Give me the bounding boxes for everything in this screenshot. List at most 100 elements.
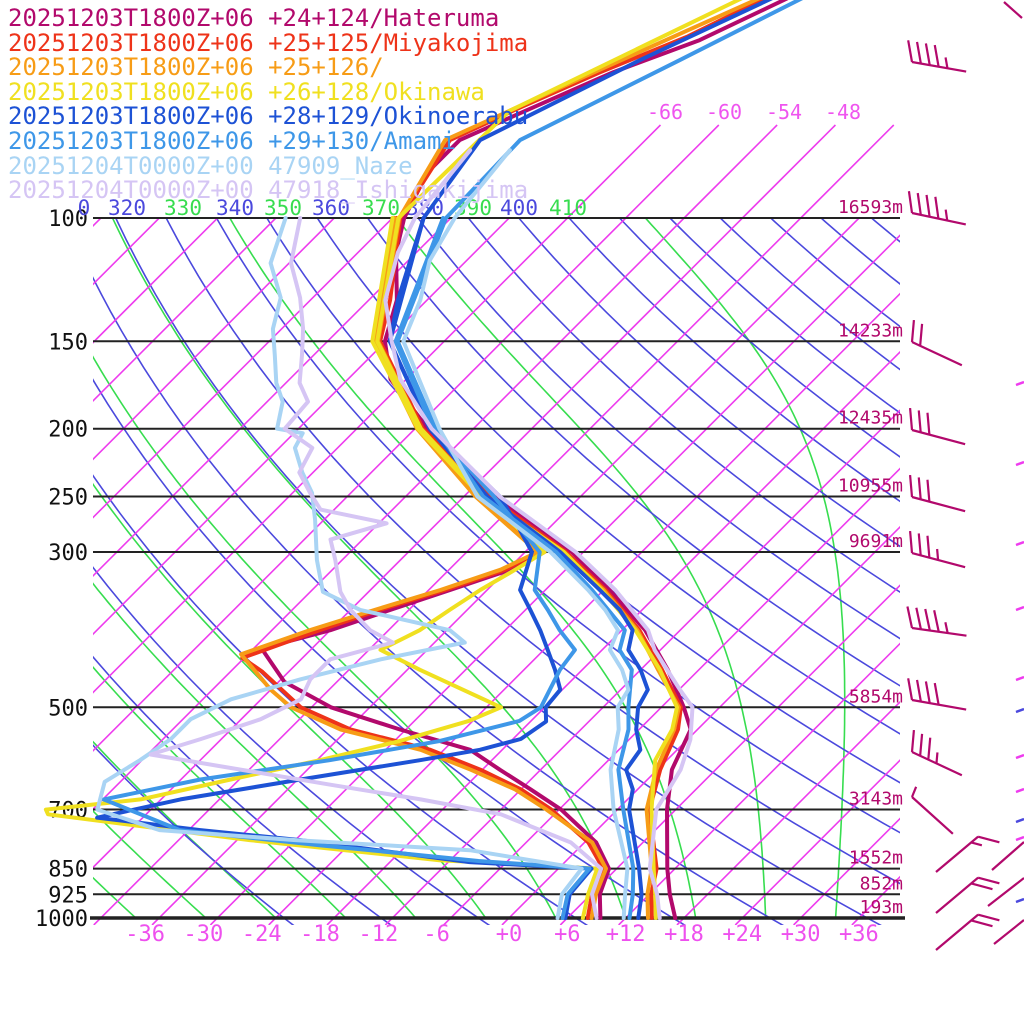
temperature-label: -6	[423, 922, 450, 947]
edge-dash	[1015, 460, 1024, 467]
dry-adiabat	[467, 218, 900, 594]
pressure-label: 500	[48, 696, 88, 721]
dry-adiabat	[769, 218, 900, 328]
pressure-label: 925	[48, 883, 88, 908]
dry-adiabat	[568, 218, 900, 503]
isotherm	[93, 218, 452, 577]
edge-dash	[1015, 380, 1024, 387]
isotherm	[93, 218, 569, 694]
theta-label: 350	[264, 196, 302, 220]
isotherm	[384, 409, 900, 925]
dewpoint-curve-naze	[95, 216, 584, 920]
isotherm-top-label: -66	[647, 100, 683, 124]
isotherm	[734, 759, 900, 925]
isotherm-stub	[800, 124, 895, 219]
wind-barb-staff	[911, 626, 967, 637]
wind-barb-staff	[911, 796, 954, 835]
isotherm	[93, 218, 802, 925]
isotherm	[793, 817, 900, 925]
isotherms	[0, 218, 900, 925]
temp-curve-okinoerabu	[387, 0, 773, 920]
altitude-label: 16593m	[838, 197, 903, 218]
dry-adiabat	[93, 744, 295, 925]
wind-barb-feather	[936, 548, 940, 561]
temperature-label: +24	[722, 922, 762, 947]
dry-adiabat	[165, 218, 900, 885]
wind-barb-feather	[915, 41, 922, 64]
wind-barb-feather	[935, 752, 939, 764]
wind-barb-staff	[935, 835, 979, 873]
wind-barb-feather	[910, 786, 918, 798]
edge-barb-fragment	[991, 841, 1024, 871]
dry-adiabat	[417, 218, 900, 640]
wind-barb-feather	[933, 44, 940, 67]
isotherm	[501, 525, 900, 925]
legend-entry-8: 20251204T0000Z+00 47918_Ishigakijima	[8, 176, 529, 205]
legend-entry-7: 20251204T0000Z+00 47909_Naze	[8, 151, 413, 180]
isotherm-top-label: -48	[825, 100, 861, 124]
dry-adiabat	[618, 218, 900, 458]
wind-barb-feather	[924, 43, 931, 66]
temperature-label: +30	[781, 922, 821, 947]
edge-dash	[1015, 817, 1024, 824]
wind-barb-feather	[907, 40, 914, 63]
theta-label: 320	[108, 196, 146, 220]
legend-entry-2: 20251203T1800Z+06 +25+125/Miyakojima	[8, 28, 529, 57]
theta-label: 400	[500, 196, 538, 220]
dry-adiabat	[93, 566, 491, 925]
wind-barb-staff	[935, 913, 979, 951]
pressure-label: 200	[48, 418, 88, 443]
edge-dash	[1015, 897, 1024, 904]
wind-barb-feather	[933, 682, 940, 705]
isotherm	[93, 218, 277, 403]
temperature-label: +18	[664, 922, 704, 947]
altitude-label: 5854m	[849, 686, 903, 707]
temperature-label: -24	[242, 922, 282, 947]
edge-dash	[1015, 835, 1024, 842]
wind-barb-feather	[934, 196, 940, 219]
wind-barb-feather	[944, 57, 949, 69]
altitude-label: 3143m	[849, 789, 903, 810]
altitude-label: 14233m	[838, 320, 903, 341]
edge-ticks	[987, 1, 1024, 945]
wind-barb-feather	[925, 194, 931, 217]
wind-barb-staff	[911, 428, 966, 446]
wind-barb-feather	[924, 681, 931, 704]
isotherm	[268, 292, 900, 925]
pressure-label: 1000	[35, 907, 88, 932]
moist-adiabat	[93, 665, 347, 919]
temperature-label: -18	[300, 922, 340, 947]
dry-adiabat	[719, 218, 900, 371]
dry-adiabat	[366, 218, 900, 687]
temp-curve-amami	[395, 0, 803, 920]
temperature-label: -30	[184, 922, 224, 947]
temperature-label: +36	[839, 922, 879, 947]
wind-barb-feather	[926, 479, 931, 502]
isotherm	[326, 350, 900, 925]
moist-adiabat	[906, 207, 969, 918]
moist-adiabat	[93, 355, 557, 919]
dry-adiabat	[93, 276, 785, 925]
edge-dash	[1015, 675, 1024, 682]
isotherm	[0, 218, 43, 925]
dry-adiabat	[93, 378, 687, 925]
isotherm	[618, 642, 900, 925]
wind-barb-staff	[911, 60, 967, 73]
temperature-label: -12	[358, 922, 398, 947]
wind-barb-staff	[935, 876, 979, 914]
wind-barb-feather	[944, 622, 949, 634]
pressure-label: 250	[48, 486, 88, 511]
legend-entry-4: 20251203T1800Z+06 +26+128/Okinawa	[8, 77, 485, 106]
moist-adiabat	[111, 218, 627, 919]
wind-barb-feather	[908, 530, 914, 554]
isotherm	[676, 700, 900, 925]
theta-label: 360	[312, 196, 350, 220]
altitude-label: 10955m	[838, 476, 903, 497]
wind-barb-staff	[911, 551, 966, 569]
wind-barbs	[906, 40, 1000, 951]
isotherm	[93, 218, 685, 811]
altitude-label: 9691m	[849, 531, 903, 552]
isotherm	[209, 234, 900, 925]
